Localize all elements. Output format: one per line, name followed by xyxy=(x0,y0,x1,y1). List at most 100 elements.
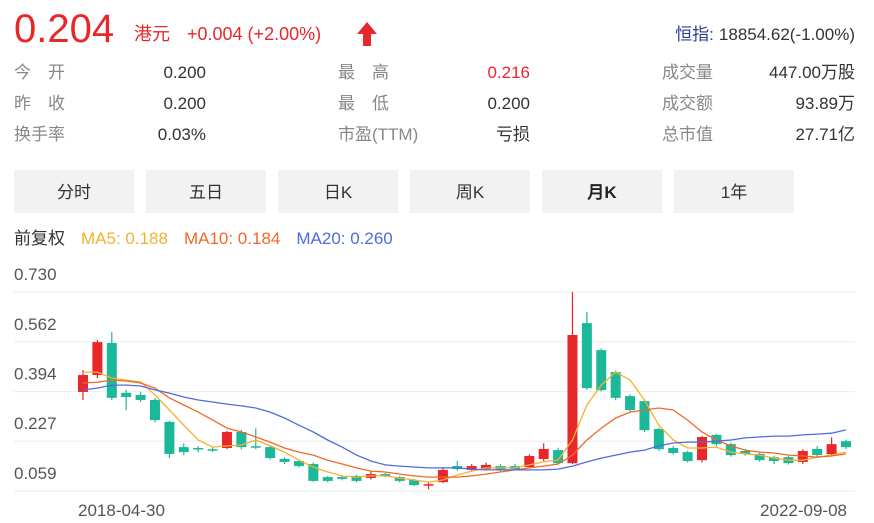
candle-body xyxy=(380,474,391,476)
candle-body xyxy=(610,372,621,398)
ma-line xyxy=(82,379,847,478)
tab[interactable] xyxy=(278,170,398,213)
x-tick-label: 2018-04-30 xyxy=(78,501,165,520)
x-tick-label: 2022-09-08 xyxy=(760,501,847,520)
candle-body xyxy=(236,431,247,448)
stat-label: 最 高 xyxy=(338,63,389,82)
tab[interactable] xyxy=(410,170,530,213)
up-arrow xyxy=(357,22,377,46)
tab-label[interactable]: 五日 xyxy=(189,183,223,202)
y-tick-label: 0.562 xyxy=(14,315,57,334)
stat-label: 昨 收 xyxy=(14,94,65,113)
stat-value: 0.200 xyxy=(163,63,206,82)
ma-line xyxy=(83,371,847,483)
candle-body xyxy=(466,466,477,470)
y-tick-label: 0.059 xyxy=(14,464,57,483)
tab-label[interactable]: 日K xyxy=(324,183,353,202)
tab[interactable] xyxy=(146,170,266,213)
adjust-label: 前复权 xyxy=(14,229,65,248)
tab-label[interactable]: 1年 xyxy=(721,183,747,202)
candle-body xyxy=(524,456,535,467)
stat-label: 成交额 xyxy=(662,94,713,113)
change: +0.004 (+2.00%) xyxy=(187,24,321,44)
candle-body xyxy=(682,452,693,462)
legend-entry: MA10: 0.184 xyxy=(184,229,280,248)
candle-body xyxy=(596,350,607,391)
candle-body xyxy=(279,458,290,462)
candle-body xyxy=(668,447,679,454)
candle-body xyxy=(826,444,837,455)
stat-value: 447.00万股 xyxy=(769,63,855,82)
stat-label: 最 低 xyxy=(338,94,389,113)
candle-body xyxy=(769,457,780,462)
stat-label: 换手率 xyxy=(14,125,65,144)
candle-body xyxy=(423,484,434,486)
index-value: 18854.62(-1.00%) xyxy=(719,25,855,44)
stat-label: 今 开 xyxy=(14,63,65,82)
candle-body xyxy=(164,421,175,454)
y-tick-label: 0.730 xyxy=(14,265,57,284)
candle-body xyxy=(92,342,103,376)
stat-label: 市盈(TTM) xyxy=(338,125,418,144)
candle-body xyxy=(841,441,851,448)
tab[interactable] xyxy=(542,170,662,213)
legend: 前复权 MA5: 0.188 MA10: 0.184 MA20: 0.260 xyxy=(14,229,393,248)
candle-body xyxy=(481,464,492,470)
ma-line xyxy=(82,384,847,471)
candle-body xyxy=(538,448,549,459)
legend-entry: MA5: 0.188 xyxy=(81,229,168,248)
y-tick-label: 0.394 xyxy=(14,365,57,384)
candle-body xyxy=(221,431,232,448)
legend-entry: MA20: 0.260 xyxy=(296,229,392,248)
candle-body xyxy=(149,399,160,421)
candle-body xyxy=(740,450,751,454)
candle-body xyxy=(351,475,362,481)
tab-label[interactable]: 分时 xyxy=(57,183,91,202)
stat-value: 0.03% xyxy=(158,125,206,144)
stat-value: 93.89万 xyxy=(795,94,855,113)
tab[interactable] xyxy=(14,170,134,213)
stat-value: 0.200 xyxy=(163,94,206,113)
candle-body xyxy=(207,449,218,451)
candle-body xyxy=(308,464,319,481)
candle-body xyxy=(322,477,333,481)
tabs: 分时 五日 日K 周K 月K 1年 xyxy=(14,170,794,213)
candle-body xyxy=(725,444,736,456)
stat-label: 总市值 xyxy=(662,125,713,144)
candle-body xyxy=(106,343,117,398)
candle-body xyxy=(812,448,823,456)
candle-body xyxy=(653,429,664,450)
stat-value: 27.71亿 xyxy=(795,125,855,144)
candle-body xyxy=(567,335,578,464)
chart: 0.730 0.562 0.394 0.227 0.059 2018-04-30 2022-… xyxy=(14,265,855,520)
tab[interactable] xyxy=(674,170,794,213)
candle-body xyxy=(121,392,132,397)
candle-body xyxy=(394,477,405,481)
candle-body xyxy=(293,461,304,467)
candle-body xyxy=(581,323,592,389)
stat-label: 成交量 xyxy=(662,63,713,82)
index-label: 恒指: xyxy=(675,25,714,44)
index-quote: 恒指: 18854.62(-1.00%) xyxy=(675,25,855,44)
y-tick-label: 0.227 xyxy=(14,414,57,433)
candle-body xyxy=(409,480,420,486)
stat-value: 亏损 xyxy=(496,125,530,144)
price: 0.204 xyxy=(14,7,114,51)
stat-value: 0.216 xyxy=(487,63,530,82)
candle-body xyxy=(553,450,564,464)
candle-body xyxy=(178,447,189,453)
tab-label[interactable]: 周K xyxy=(456,183,485,202)
candle-body xyxy=(78,375,88,392)
candle-body xyxy=(639,401,650,431)
candle-body xyxy=(265,447,276,459)
candle-body xyxy=(193,447,204,450)
candle-body xyxy=(337,477,348,479)
candle-body xyxy=(754,453,765,461)
candle-body xyxy=(437,469,448,483)
candle-body xyxy=(250,446,261,448)
tab-label[interactable]: 月K xyxy=(586,183,617,202)
currency: 港元 xyxy=(134,24,170,44)
stat-value: 0.200 xyxy=(487,94,530,113)
